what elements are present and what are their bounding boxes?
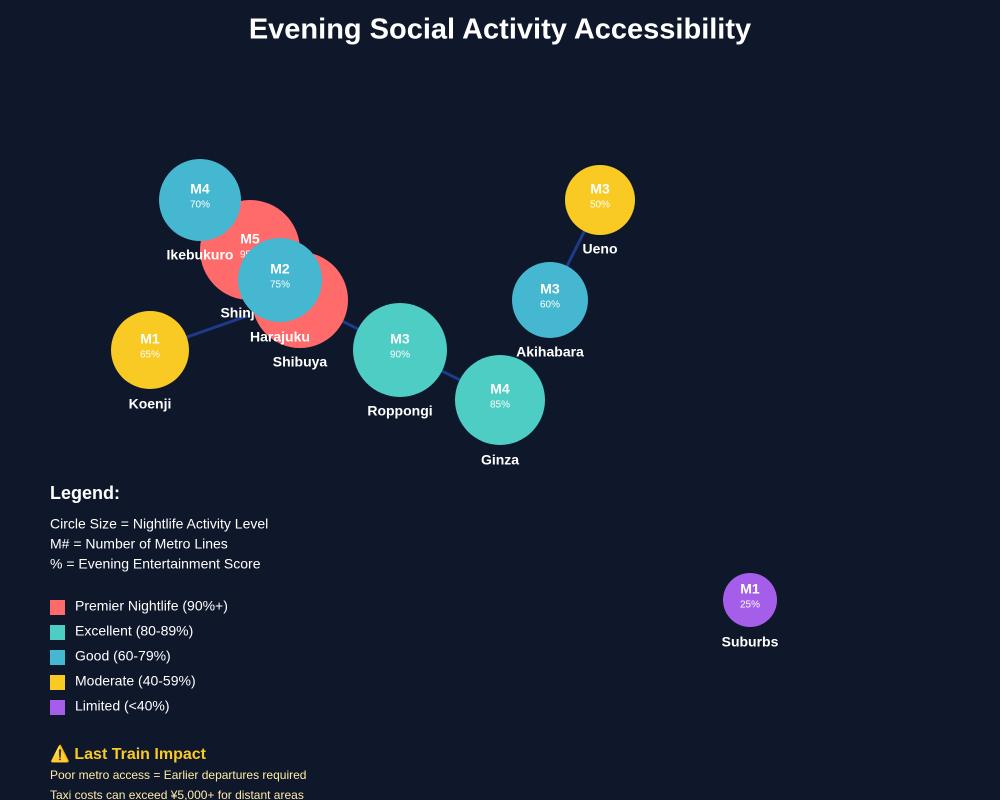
node-label: Suburbs bbox=[722, 634, 779, 650]
node-lines: M4 bbox=[490, 381, 510, 397]
legend-label: Moderate (40-59%) bbox=[75, 673, 196, 689]
warning: Poor metro access = Earlier departures r… bbox=[50, 768, 306, 800]
legend-swatch bbox=[50, 700, 65, 715]
node-label: Roppongi bbox=[367, 403, 432, 419]
node-score: 60% bbox=[540, 300, 560, 311]
node-lines: M1 bbox=[140, 331, 160, 347]
node-score: 65% bbox=[140, 350, 160, 361]
node-circle bbox=[455, 355, 545, 445]
node-label: Akihabara bbox=[516, 344, 584, 360]
node-circle bbox=[565, 165, 635, 235]
legend-note: Circle Size = Nightlife Activity Level bbox=[50, 516, 268, 532]
node-lines: M3 bbox=[540, 281, 560, 297]
node-lines: M3 bbox=[590, 181, 610, 197]
node: M4 85% Ginza bbox=[455, 355, 545, 468]
node-label: Harajuku bbox=[250, 329, 310, 345]
warning-line: Poor metro access = Earlier departures r… bbox=[50, 768, 306, 782]
legend-swatch bbox=[50, 650, 65, 665]
node-lines: M3 bbox=[390, 331, 410, 347]
legend-swatch bbox=[50, 625, 65, 640]
node: M3 50% Ueno bbox=[565, 165, 635, 257]
node-circle bbox=[238, 238, 322, 322]
node-score: 75% bbox=[270, 280, 290, 291]
node-score: 90% bbox=[390, 350, 410, 361]
node-circle bbox=[723, 573, 777, 627]
legend-note: M# = Number of Metro Lines bbox=[50, 536, 228, 552]
node-score: 50% bbox=[590, 200, 610, 211]
legend-label: Good (60-79%) bbox=[75, 648, 171, 664]
legend-note: % = Evening Entertainment Score bbox=[50, 556, 261, 572]
node-score: 70% bbox=[190, 200, 210, 211]
node-circle bbox=[353, 303, 447, 397]
node-lines: M2 bbox=[270, 261, 290, 277]
node-label: Ueno bbox=[583, 241, 618, 257]
node-lines: M5 bbox=[240, 231, 260, 247]
node: M1 25% Suburbs bbox=[722, 573, 779, 650]
node-score: 25% bbox=[740, 600, 760, 611]
node-label: Ikebukuro bbox=[167, 247, 234, 263]
warning-title: ⚠️ Last Train Impact bbox=[50, 744, 207, 763]
legend-swatch bbox=[50, 675, 65, 690]
legend: Circle Size = Nightlife Activity Level M#… bbox=[50, 516, 268, 715]
warning-line: Taxi costs can exceed ¥5,000+ for distan… bbox=[50, 788, 304, 800]
node: M1 65% Koenji bbox=[111, 311, 189, 412]
title: Evening Social Activity Accessibility bbox=[249, 14, 751, 46]
node: M2 75% Harajuku bbox=[238, 238, 322, 345]
node: M3 90% Roppongi bbox=[353, 303, 447, 419]
node-circle bbox=[512, 262, 588, 338]
legend-label: Limited (<40%) bbox=[75, 698, 170, 714]
node: M3 60% Akihabara bbox=[512, 262, 588, 360]
legend-label: Excellent (80-89%) bbox=[75, 623, 193, 639]
legend-label: Premier Nightlife (90%+) bbox=[75, 598, 228, 614]
node-lines: M1 bbox=[740, 581, 760, 597]
legend-swatch bbox=[50, 600, 65, 615]
nodes: M595%ShinjukuShibuyaM470%IkebukuroM275%H… bbox=[111, 159, 779, 650]
node-label: Koenji bbox=[129, 396, 172, 412]
legend-title: Legend: bbox=[50, 483, 120, 503]
node-label: Shibuya bbox=[273, 354, 328, 370]
node-circle bbox=[159, 159, 241, 241]
node-lines: M4 bbox=[190, 181, 210, 197]
node-score: 85% bbox=[490, 400, 510, 411]
node: M4 70% Ikebukuro bbox=[159, 159, 241, 263]
node-label: Ginza bbox=[481, 452, 519, 468]
node-circle bbox=[111, 311, 189, 389]
